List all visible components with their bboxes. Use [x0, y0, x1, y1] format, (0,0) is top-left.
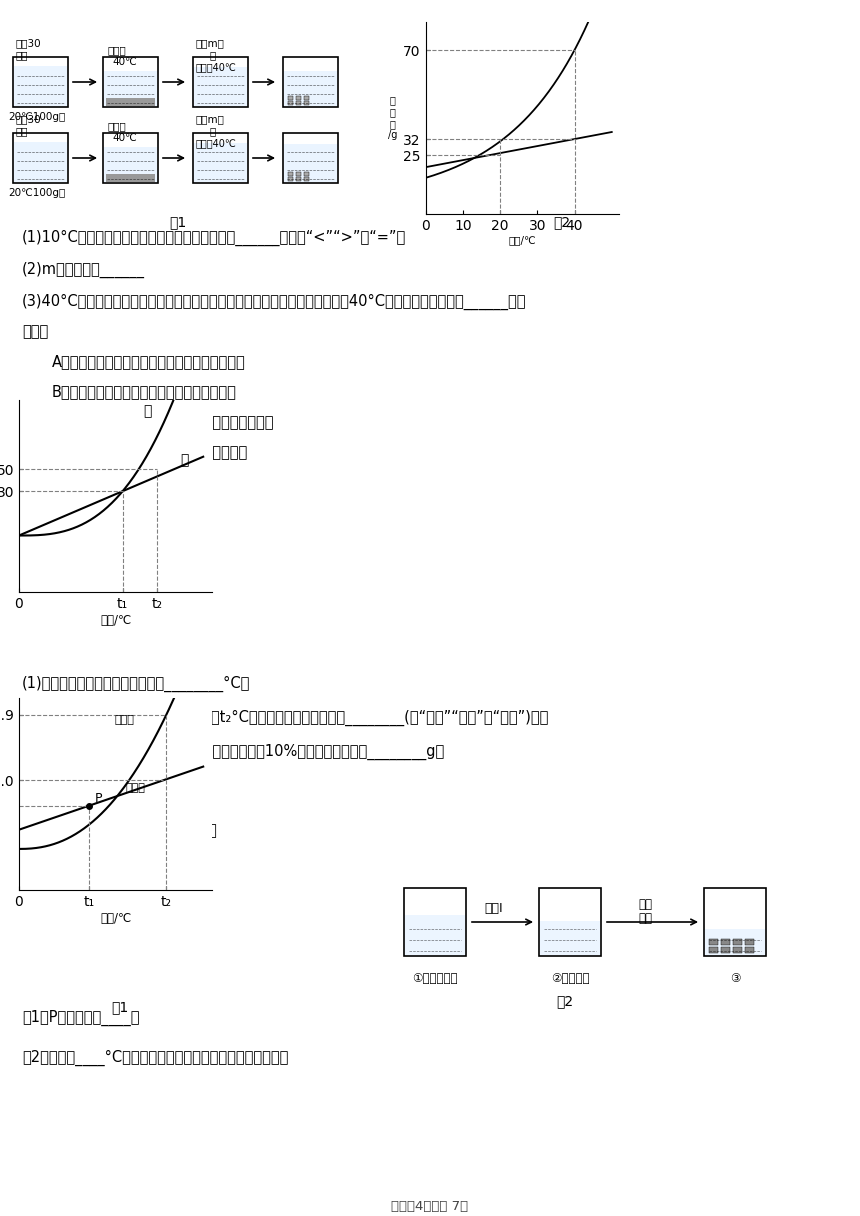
Bar: [288, 178, 293, 181]
Text: 17. 确酸鑶、氯化鑶的溶解度曲线如图1所示。: 17. 确酸鑶、氯化鑶的溶解度曲线如图1所示。: [22, 822, 217, 837]
Bar: [304, 96, 309, 100]
Text: D．若再降温到20°C时，溶液的质量：甲＞乙: D．若再降温到20°C时，溶液的质量：甲＞乙: [52, 444, 249, 458]
Bar: [404, 888, 466, 956]
Text: B．恢复到原温度后，折出晶体的质量：乙＞甲: B．恢复到原温度后，折出晶体的质量：乙＞甲: [52, 384, 237, 399]
Text: 恢复到40℃: 恢复到40℃: [196, 137, 237, 148]
Bar: [103, 133, 158, 182]
Text: (1)10°C时，甲乙两种物质的溶解度大小关系：甲______乙（填“<”“>”或“=”）: (1)10°C时，甲乙两种物质的溶解度大小关系：甲______乙（填“<”“>”…: [22, 230, 406, 246]
Text: 升温至: 升温至: [108, 45, 126, 55]
Text: 图1: 图1: [112, 1000, 129, 1014]
Text: 加入30: 加入30: [16, 114, 41, 124]
Bar: [288, 171, 293, 176]
Bar: [540, 921, 600, 955]
Bar: [745, 947, 754, 953]
Bar: [296, 96, 301, 100]
X-axis label: 温度/℃: 温度/℃: [508, 236, 537, 246]
Text: 甲: 甲: [209, 50, 215, 60]
Bar: [704, 888, 766, 956]
Text: P: P: [95, 792, 102, 805]
Text: （2）当温度____°C时，确酸鑶的溶解度小于氯化鑶的溶解度。: （2）当温度____°C时，确酸鑶的溶解度小于氯化鑶的溶解度。: [22, 1049, 288, 1066]
Bar: [14, 142, 67, 182]
Bar: [733, 939, 742, 945]
Text: 试卷第4页，共 7页: 试卷第4页，共 7页: [391, 1200, 469, 1214]
Text: ②饱和溶液: ②饱和溶液: [550, 972, 589, 985]
Text: (3)t₂°C时，到75g甲的饱和溶液稀释到溶质质量分数为10%，需加水的质量为________g。: (3)t₂°C时，到75g甲的饱和溶液稀释到溶质质量分数为10%，需加水的质量为…: [22, 744, 445, 760]
Bar: [106, 174, 155, 182]
Text: (3)40°C时，取等质量的甲乙两种物质的饱和溶液分别蒸发等量的水后、恢复到40°C。下列说法正确的是______（填: (3)40°C时，取等质量的甲乙两种物质的饱和溶液分别蒸发等量的水后、恢复到40…: [22, 294, 526, 310]
Text: C．若再降到20°C时，溶液的溶质质量分数：甲＝乙: C．若再降到20°C时，溶液的溶质质量分数：甲＝乙: [52, 413, 273, 429]
Bar: [709, 939, 718, 945]
Text: (1)甲、乙的溶解度相等时的温度是________°C。: (1)甲、乙的溶解度相等时的温度是________°C。: [22, 676, 250, 692]
Text: (2)将t₁°C时等质量的甲、乙的饱和溶液升温到t₂°C，溶液中溶质的质量为甲________(填“大于”“小于”或“等于”)乙。: (2)将t₁°C时等质量的甲、乙的饱和溶液升温到t₂°C，溶液中溶质的质量为甲_…: [22, 710, 550, 726]
Text: 氯化鑶: 氯化鑶: [126, 783, 145, 793]
Text: 40℃: 40℃: [112, 57, 137, 67]
Bar: [705, 929, 765, 955]
Y-axis label: 溶
解
度
/g: 溶 解 度 /g: [388, 96, 397, 140]
Text: 乙: 乙: [181, 454, 189, 467]
Text: 升温至: 升温至: [108, 122, 126, 131]
Bar: [709, 947, 718, 953]
Text: 图2: 图2: [556, 993, 574, 1008]
Bar: [721, 939, 730, 945]
Bar: [405, 914, 465, 955]
Text: A．恢复到原温度后，溶液中溶剂的质量：甲＝乙: A．恢复到原温度后，溶液中溶剂的质量：甲＝乙: [52, 354, 246, 368]
Bar: [288, 101, 293, 105]
Bar: [288, 96, 293, 100]
Bar: [745, 939, 754, 945]
Bar: [194, 143, 247, 182]
Text: 操作I: 操作I: [484, 902, 502, 914]
Bar: [296, 101, 301, 105]
Bar: [304, 171, 309, 176]
Bar: [194, 67, 247, 106]
Text: 加入30: 加入30: [16, 38, 41, 47]
Bar: [296, 178, 301, 181]
Bar: [304, 101, 309, 105]
Text: 40℃: 40℃: [112, 133, 137, 143]
Bar: [193, 133, 248, 182]
X-axis label: 温度/℃: 温度/℃: [100, 614, 132, 626]
Text: (2)m的取值范围______: (2)m的取值范围______: [22, 261, 145, 278]
Text: 20℃100g水: 20℃100g水: [8, 188, 65, 198]
Text: 16. 如图是甲、乙两种固体的溶解度曲线。: 16. 如图是甲、乙两种固体的溶解度曲线。: [22, 478, 199, 492]
Text: 恢复到40℃: 恢复到40℃: [196, 62, 237, 72]
Bar: [193, 57, 248, 107]
Bar: [733, 947, 742, 953]
Bar: [539, 888, 601, 956]
Bar: [104, 71, 157, 106]
Text: 恒温: 恒温: [638, 897, 652, 911]
Text: 20℃100g水: 20℃100g水: [8, 112, 65, 122]
Text: ①不饱和溶液: ①不饱和溶液: [412, 972, 458, 985]
Text: 加入m克: 加入m克: [196, 114, 224, 124]
Text: 图2: 图2: [554, 215, 570, 229]
X-axis label: 温度/℃: 温度/℃: [100, 912, 132, 924]
Bar: [14, 66, 67, 106]
Text: 确酸鑶: 确酸鑶: [114, 715, 135, 725]
Text: 乙: 乙: [209, 126, 215, 136]
Bar: [103, 57, 158, 107]
Bar: [296, 171, 301, 176]
Text: ③: ③: [730, 972, 740, 985]
Bar: [304, 178, 309, 181]
Bar: [283, 133, 338, 182]
Text: 图1: 图1: [169, 215, 187, 229]
Bar: [106, 98, 155, 106]
Text: 蒸发: 蒸发: [638, 912, 652, 925]
Bar: [13, 57, 68, 107]
Text: 克甲: 克甲: [16, 50, 28, 60]
Text: 字母）: 字母）: [22, 323, 48, 339]
Bar: [104, 147, 157, 182]
Bar: [283, 57, 338, 107]
Text: 加入m克: 加入m克: [196, 38, 224, 47]
Text: （1）P点的含义是____。: （1）P点的含义是____。: [22, 1010, 139, 1026]
Bar: [13, 133, 68, 182]
Bar: [284, 71, 337, 106]
Text: 克乙: 克乙: [16, 126, 28, 136]
Bar: [284, 143, 337, 182]
Bar: [721, 947, 730, 953]
Text: 甲: 甲: [144, 404, 152, 418]
